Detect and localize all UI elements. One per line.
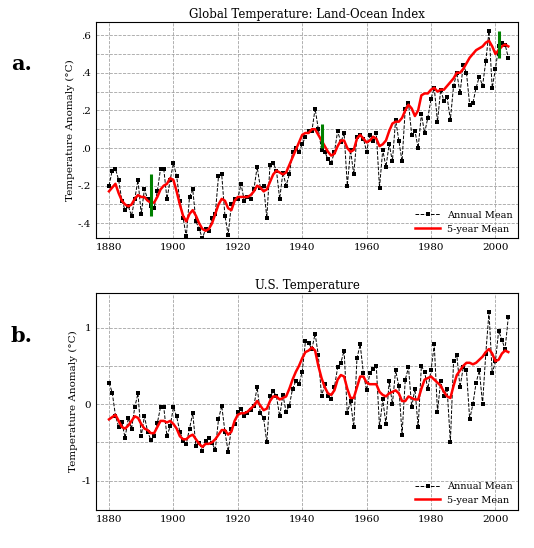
Annual Mean [357,132,364,138]
5-year Mean [457,367,463,374]
Annual Mean [483,58,489,65]
Annual Mean [106,182,112,189]
Annual Mean [453,352,460,358]
5-year Mean [199,226,206,232]
Annual Mean [444,385,450,392]
Annual Mean [444,94,450,100]
Y-axis label: Temperature Anomaly (°C): Temperature Anomaly (°C) [66,59,75,201]
Line: Annual Mean: Annual Mean [107,311,510,453]
5-year Mean [106,188,112,195]
Annual Mean [357,341,364,348]
Legend: Annual Mean, 5-year Mean: Annual Mean, 5-year Mean [415,210,513,233]
Annual Mean [212,210,218,217]
5-year Mean [106,416,112,423]
Annual Mean [225,448,231,455]
Annual Mean [199,235,206,242]
Legend: Annual Mean, 5-year Mean: Annual Mean, 5-year Mean [415,482,513,505]
5-year Mean [505,349,512,355]
5-year Mean [202,227,209,234]
Title: Global Temperature: Land-Ocean Index: Global Temperature: Land-Ocean Index [189,8,425,21]
5-year Mean [486,346,492,352]
Annual Mean [209,440,215,447]
5-year Mean [483,39,489,46]
5-year Mean [360,373,367,380]
5-year Mean [447,395,453,401]
Annual Mean [202,226,209,232]
5-year Mean [212,210,218,217]
Annual Mean [505,313,512,320]
Annual Mean [106,379,112,386]
Annual Mean [486,28,492,35]
Annual Mean [453,70,460,76]
Y-axis label: Temperature Anomaly (°C): Temperature Anomaly (°C) [69,330,78,472]
Line: 5-year Mean: 5-year Mean [109,41,508,231]
5-year Mean [444,83,450,89]
Title: U.S. Temperature: U.S. Temperature [255,279,359,292]
Annual Mean [199,448,206,454]
Text: a.: a. [11,54,32,75]
5-year Mean [212,436,218,443]
5-year Mean [486,37,492,44]
5-year Mean [202,441,209,447]
5-year Mean [309,344,315,351]
5-year Mean [505,43,512,50]
Annual Mean [486,309,492,316]
Annual Mean [483,350,489,357]
Line: Annual Mean: Annual Mean [107,30,510,240]
Line: 5-year Mean: 5-year Mean [109,347,508,447]
5-year Mean [199,444,206,450]
Text: b.: b. [11,326,33,346]
Annual Mean [505,54,512,61]
5-year Mean [357,132,364,138]
5-year Mean [453,70,460,76]
